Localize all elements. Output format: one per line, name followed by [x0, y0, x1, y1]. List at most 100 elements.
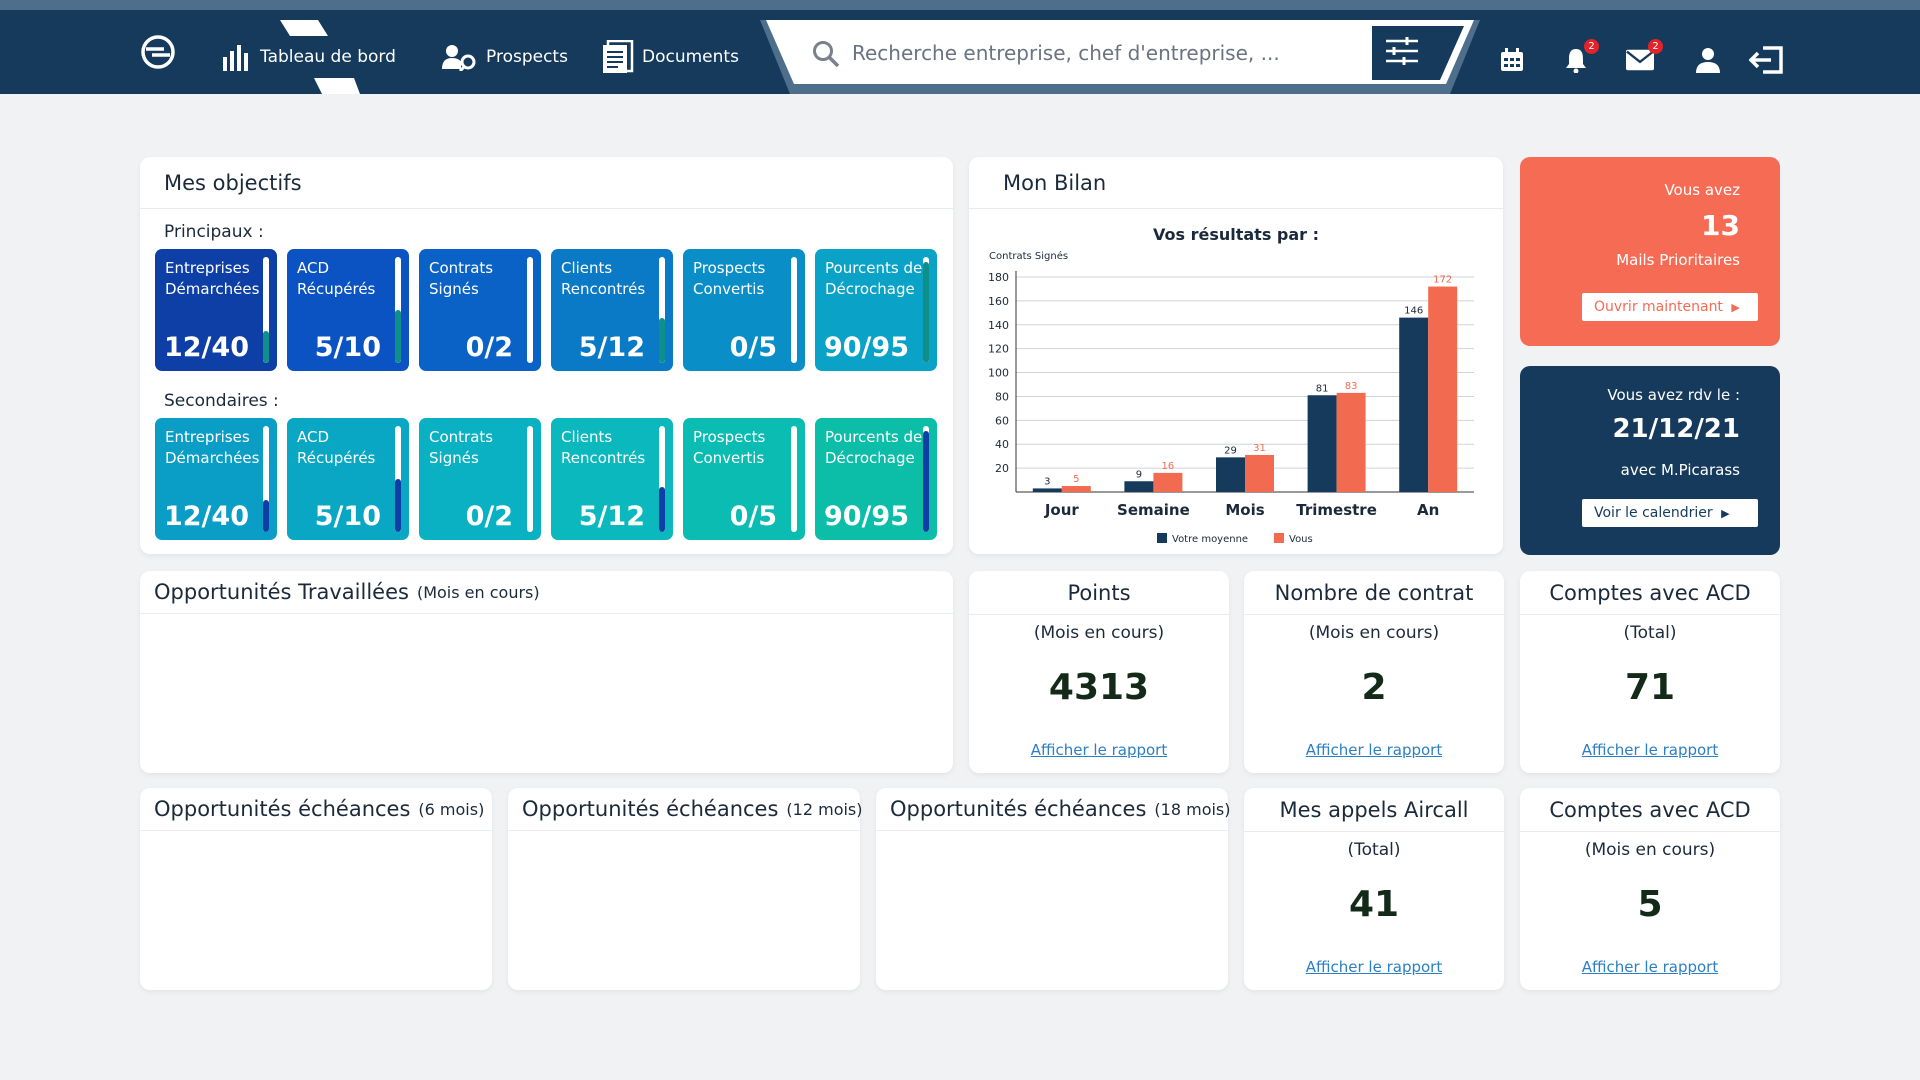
objective-tile[interactable]: Prospects Convertis 0/5 [683, 249, 805, 371]
objective-tile-value: 5/12 [578, 501, 645, 532]
objective-tile-label: Prospects Convertis [693, 258, 795, 300]
sliders-icon [1386, 37, 1418, 65]
chart-data-label: 146 [1404, 306, 1423, 317]
search-input[interactable] [852, 38, 1312, 68]
mail-button[interactable]: 2 [1626, 39, 1663, 74]
objective-tile[interactable]: Pourcents de Décrochage 90/95 [815, 249, 937, 371]
search-icon[interactable] [812, 40, 840, 68]
stat-title: Comptes avec ACD [1520, 788, 1780, 832]
chart-y-tick-label: 80 [995, 390, 1009, 403]
objective-progress-bar [659, 257, 665, 363]
objective-label-line1: Prospects [693, 259, 766, 277]
show-report-link[interactable]: Afficher le rapport [1030, 741, 1168, 759]
stat-title: Nombre de contrat [1244, 571, 1504, 615]
objective-tile[interactable]: ACD Récupérés 5/10 [287, 418, 409, 540]
stat-period: (Mois en cours) [1033, 623, 1165, 643]
opportunity-deadline-card: Opportunités échéances (12 mois) [508, 788, 863, 990]
objective-tile-value: 0/5 [729, 501, 777, 532]
caret-right-icon: ▶ [1721, 507, 1730, 520]
chart-bar [1032, 488, 1062, 492]
objective-label-line2: Convertis [693, 449, 765, 467]
bilan-title: Mon Bilan [1003, 170, 1107, 195]
stat-card: Comptes avec ACD (Mois en cours) 5 Afficher… [1520, 788, 1780, 990]
mails-label: Mails Prioritaires [1616, 251, 1740, 269]
objective-progress-bar [527, 257, 533, 363]
objective-tile-label: ACD Récupérés [297, 427, 399, 469]
stat-title: Mes appels Aircall [1244, 788, 1504, 832]
objective-tile[interactable]: Prospects Convertis 0/5 [683, 418, 805, 540]
app-logo-icon[interactable] [140, 34, 176, 70]
nav-dashboard[interactable]: Tableau de bord [222, 40, 396, 74]
calendar-button[interactable] [1498, 46, 1526, 74]
objective-tile-value: 5/10 [314, 332, 381, 363]
chart-data-label: 3 [1044, 476, 1050, 487]
objective-tile[interactable]: Pourcents de Décrochage 90/95 [815, 418, 937, 540]
chart-bar [1124, 481, 1154, 492]
opportunities-worked-title-row: Opportunités Travaillées (Mois en cours) [154, 571, 540, 613]
objective-progress-fill [263, 500, 269, 532]
search-bar [760, 20, 1480, 94]
user-icon [1696, 48, 1720, 73]
rdv-date: 21/12/21 [1612, 414, 1740, 444]
opportunity-deadline-title-row: Opportunités échéances (18 mois) [890, 788, 1231, 830]
stat-value: 41 [1348, 884, 1400, 925]
notifications-button[interactable]: 2 [1562, 39, 1599, 74]
open-mails-button[interactable]: Ouvrir maintenant ▶ [1582, 293, 1758, 321]
objective-tile[interactable]: Entreprises Démarchées 12/40 [155, 418, 277, 540]
objective-label-line2: Convertis [693, 280, 765, 298]
nav-documents[interactable]: Documents [602, 40, 739, 74]
chart-y-tick-label: 60 [995, 414, 1009, 427]
objective-tile-value: 5/12 [578, 332, 645, 363]
chart-data-label: 31 [1253, 443, 1266, 454]
objective-tile[interactable]: Entreprises Démarchées 12/40 [155, 249, 277, 371]
objective-progress-bar [263, 257, 269, 363]
chart-y-tick-label: 40 [995, 438, 1009, 451]
objective-tile[interactable]: ACD Récupérés 5/10 [287, 249, 409, 371]
logout-button[interactable] [1748, 46, 1784, 74]
show-report-link[interactable]: Afficher le rapport [1581, 741, 1719, 759]
objective-progress-bar [923, 426, 929, 532]
nav-prospects[interactable]: Prospects [442, 40, 568, 74]
chart-bar [1336, 392, 1366, 492]
opportunity-deadline-title-row: Opportunités échéances (12 mois) [522, 788, 863, 830]
objective-tile[interactable]: Contrats Signés 0/2 [419, 249, 541, 371]
stat-title: Points [969, 571, 1229, 615]
objective-label-line1: Prospects [693, 428, 766, 446]
chart-bar [1061, 486, 1091, 492]
chart-bar [1153, 472, 1183, 492]
chart-data-label: 9 [1136, 469, 1142, 480]
objective-tile[interactable]: Clients Rencontrés 5/12 [551, 418, 673, 540]
chart-data-label: 172 [1433, 275, 1452, 286]
chart-bar [1245, 454, 1274, 492]
profile-button[interactable] [1694, 46, 1722, 74]
show-report-link[interactable]: Afficher le rapport [1305, 741, 1443, 759]
chart-legend-swatch [1274, 533, 1284, 543]
chart-y-tick-label: 100 [988, 367, 1009, 380]
stat-period: (Total) [1623, 623, 1677, 643]
show-report-link[interactable]: Afficher le rapport [1305, 958, 1443, 976]
view-calendar-button[interactable]: Voir le calendrier ▶ [1582, 499, 1758, 527]
chart-title: Vos résultats par : [1152, 225, 1320, 244]
bilan-header: Mon Bilan [969, 157, 1503, 209]
objective-progress-fill [923, 262, 929, 363]
opportunity-deadline-period: (18 mois) [1154, 799, 1231, 819]
chart-bar [1307, 395, 1337, 492]
mail-badge: 2 [1648, 39, 1663, 54]
objective-tile[interactable]: Clients Rencontrés 5/12 [551, 249, 673, 371]
stat-card: Comptes avec ACD (Total) 71 Afficher le rap… [1520, 571, 1780, 773]
objective-tile-value: 5/10 [314, 501, 381, 532]
notifications-badge: 2 [1584, 39, 1599, 54]
chart-bar [1399, 317, 1429, 492]
stat-value: 2 [1361, 667, 1387, 708]
search-filter-button[interactable] [1372, 28, 1432, 74]
opportunity-deadline-title-row: Opportunités échéances (6 mois) [154, 788, 484, 830]
objective-progress-bar [263, 426, 269, 532]
objective-tile-label: Pourcents de Décrochage [825, 427, 927, 469]
show-report-link[interactable]: Afficher le rapport [1581, 958, 1719, 976]
objective-tile[interactable]: Contrats Signés 0/2 [419, 418, 541, 540]
opportunities-worked-title: Opportunités Travaillées [154, 580, 409, 604]
envelope-icon [1626, 49, 1654, 71]
objective-label-line2: Décrochage [825, 280, 915, 298]
chart-y-tick-label: 160 [988, 295, 1009, 308]
chart-y-tick-label: 20 [995, 462, 1009, 475]
